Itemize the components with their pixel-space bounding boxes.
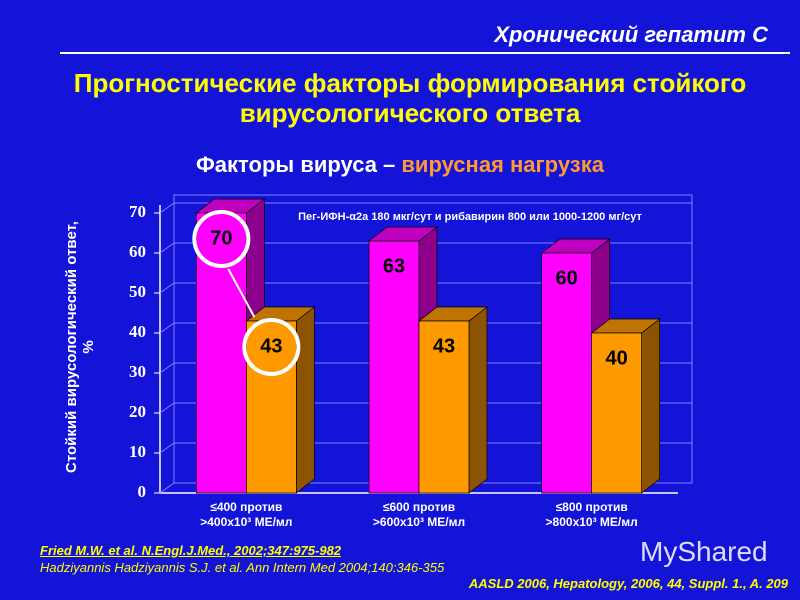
- value-label: 43: [433, 335, 455, 357]
- y-tick-label: 60: [129, 242, 146, 261]
- arrow: [227, 268, 256, 318]
- grid-line: [159, 442, 692, 454]
- value-label: 60: [556, 267, 578, 289]
- bar: [195, 212, 247, 494]
- highlight-circle: [242, 318, 301, 376]
- x-tick-label: ≤800 против >800x10³ МЕ/мл: [545, 500, 638, 529]
- y-tick-label: 40: [129, 322, 146, 341]
- y-tick-label: 20: [129, 402, 146, 421]
- grid-line: [159, 202, 692, 214]
- watermark: MyShared: [640, 536, 768, 567]
- bar-side: [641, 318, 661, 494]
- subtitle-part: Факторы вируса –: [196, 152, 402, 177]
- subtitle-highlight: вирусная нагрузка: [401, 152, 604, 177]
- value-label: 70: [210, 227, 232, 249]
- reference: Fried M.W. et al. N.Engl.J.Med., 2002;34…: [40, 543, 342, 558]
- bar: [541, 252, 593, 494]
- reference: AASLD 2006, Hepatology, 2006, 44, Suppl.…: [468, 576, 788, 591]
- reference: Hadziyannis Hadziyannis S.J. et al. Ann …: [40, 560, 445, 575]
- bar: [245, 320, 297, 494]
- value-label: 40: [606, 347, 628, 369]
- grid-line: [159, 242, 692, 254]
- subtitle: Факторы вируса – вирусная нагрузка: [0, 152, 800, 178]
- bar-side: [295, 306, 315, 494]
- annotation: Пег-ИФН-α2а 180 мкг/сут и рибавирин 800 …: [298, 211, 642, 223]
- title: Прогностические факторы формирования сто…: [73, 68, 747, 128]
- header: Хронический гепатит С: [494, 22, 768, 47]
- x-tick-label: ≤600 против >600x10³ МЕ/мл: [372, 500, 466, 529]
- value-label: 43: [260, 335, 282, 357]
- y-tick-label: 10: [129, 442, 146, 461]
- y-tick-label: 50: [129, 282, 146, 301]
- value-label: 63: [383, 255, 405, 277]
- grid-line: [159, 282, 692, 294]
- bar: [418, 320, 470, 494]
- x-tick-label: ≤400 против >400x10³ МЕ/мл: [200, 500, 293, 529]
- bar-side: [468, 306, 488, 494]
- y-tick-label: 70: [129, 202, 146, 221]
- grid-line: [159, 322, 692, 334]
- y-tick-label: 0: [138, 482, 147, 501]
- bar: [368, 240, 420, 494]
- grid-line: [159, 362, 692, 374]
- grid-line: [159, 482, 692, 494]
- header-rule: [60, 52, 790, 54]
- y-tick-label: 30: [129, 362, 146, 381]
- bar: [591, 332, 643, 494]
- grid-line: [159, 402, 692, 414]
- highlight-circle: [192, 210, 251, 268]
